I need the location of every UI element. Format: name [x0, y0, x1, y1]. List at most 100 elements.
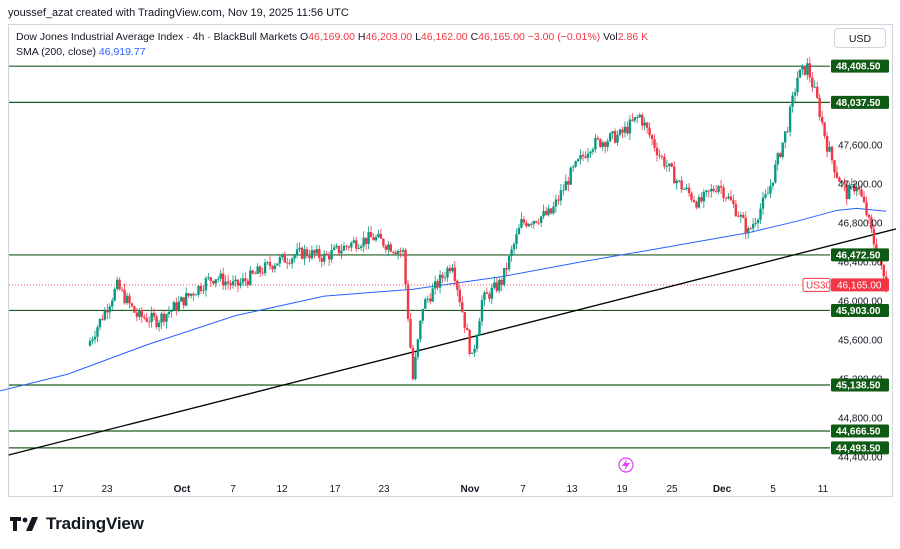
- volume-label: Vol: [603, 31, 618, 43]
- candle-body: [303, 249, 306, 259]
- candle-body: [783, 131, 787, 143]
- candle-body: [641, 114, 644, 126]
- candle-body: [433, 281, 437, 289]
- x-tick-label: 19: [616, 484, 628, 495]
- candle-body: [507, 256, 511, 270]
- level-price-tag: [831, 424, 889, 438]
- y-tick-label: 44,400.00: [838, 453, 883, 464]
- candle-body: [525, 222, 528, 227]
- last-price-label: 46,165.00: [837, 280, 882, 291]
- candle-body: [623, 126, 627, 133]
- candle-body: [589, 151, 592, 154]
- candle-body: [677, 180, 681, 182]
- candle-body: [830, 146, 834, 161]
- candle-body: [488, 293, 491, 299]
- candle-body: [293, 255, 296, 259]
- candle-body: [421, 308, 425, 321]
- candle-body: [527, 224, 531, 227]
- candle-body: [118, 279, 121, 290]
- candle-body: [199, 285, 203, 291]
- candle-body: [833, 160, 836, 173]
- candle-body: [862, 196, 866, 203]
- candle-body: [416, 339, 420, 357]
- candle-body: [793, 92, 797, 96]
- candle-body: [167, 311, 171, 314]
- candle-body: [347, 246, 351, 248]
- candle-body: [549, 208, 553, 214]
- brand-logo[interactable]: TradingView: [10, 514, 144, 534]
- candle-body: [697, 197, 701, 208]
- candle-body: [204, 278, 208, 291]
- candle-body: [813, 86, 816, 88]
- candle-body: [148, 321, 151, 323]
- candle-body: [330, 250, 333, 260]
- candle-body: [495, 282, 498, 291]
- trendline[interactable]: [8, 228, 897, 456]
- symbol-legend: Dow Jones Industrial Average Index · 4h …: [16, 31, 648, 43]
- level-price-tag: [831, 95, 889, 109]
- candle-body: [108, 306, 111, 313]
- candle-body: [599, 138, 602, 147]
- candle-body: [315, 248, 319, 254]
- candle-body: [788, 106, 792, 132]
- candle-body: [687, 187, 691, 194]
- candle-body: [125, 295, 129, 304]
- candle-body: [271, 266, 274, 270]
- candle-body: [500, 279, 503, 285]
- candle-body: [798, 69, 802, 78]
- candle-body: [840, 181, 844, 183]
- candle-body: [779, 153, 782, 157]
- brand-name: TradingView: [46, 514, 144, 533]
- candle-body: [283, 254, 286, 263]
- currency-button[interactable]: USD: [834, 28, 886, 48]
- candle-body: [739, 214, 743, 217]
- candle-body: [692, 199, 696, 202]
- candle-body: [618, 129, 622, 135]
- candle-body: [594, 137, 597, 150]
- level-price-label: 48,037.50: [836, 98, 881, 109]
- y-tick-label: 47,200.00: [838, 180, 883, 191]
- candle-body: [217, 278, 220, 280]
- x-tick-label: 13: [566, 484, 578, 495]
- candle-body: [633, 117, 637, 121]
- candle-body: [313, 250, 316, 254]
- y-tick-label: 45,600.00: [838, 336, 883, 347]
- candle-body: [722, 187, 725, 199]
- candle-body: [480, 300, 484, 322]
- candle-body: [475, 335, 479, 349]
- x-tick-label: 25: [666, 484, 678, 495]
- candle-body: [655, 147, 659, 156]
- sma-line[interactable]: [0, 207, 887, 393]
- candle-body: [337, 245, 341, 254]
- candle-body: [352, 240, 355, 243]
- candle-body: [714, 190, 718, 192]
- candle-body: [150, 312, 153, 322]
- candle-body: [327, 254, 331, 260]
- candle-body: [673, 166, 676, 184]
- candle-body: [446, 268, 449, 278]
- candle-body: [273, 265, 277, 270]
- candle-body: [512, 244, 516, 250]
- candle-body: [130, 303, 134, 307]
- candle-body: [187, 293, 190, 296]
- candle-body: [791, 95, 794, 107]
- level-price-tag: [831, 248, 889, 262]
- candle-body: [392, 251, 395, 253]
- candle-body: [601, 142, 604, 147]
- candle-body: [234, 279, 237, 282]
- level-price-label: 44,493.50: [836, 443, 881, 454]
- y-tick-label: 46,000.00: [838, 297, 883, 308]
- candle-body: [581, 154, 585, 157]
- candle-body: [616, 134, 619, 143]
- candle-body: [865, 202, 868, 215]
- volume-value: 2.86 K: [617, 31, 649, 43]
- candle-body: [382, 238, 385, 246]
- candle-body: [278, 257, 282, 264]
- candle-body: [636, 117, 639, 118]
- candle-body: [645, 122, 649, 128]
- candle-body: [665, 166, 669, 167]
- candle-body: [182, 297, 185, 306]
- candle-body: [461, 302, 464, 313]
- candle-body: [335, 245, 338, 248]
